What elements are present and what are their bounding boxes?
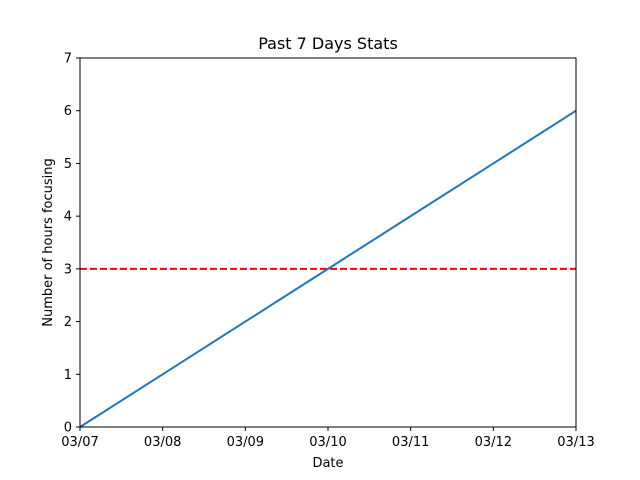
y-tick-label: 5: [64, 157, 72, 172]
y-axis: 0 1 2 3 4 5 6 7: [64, 52, 80, 436]
x-axis: 03/07 03/08 03/09 03/10 03/11 03/12 03/13: [61, 427, 595, 450]
y-tick-label: 0: [64, 421, 72, 436]
x-tick-label: 03/13: [557, 435, 594, 450]
y-tick-label: 7: [64, 52, 72, 67]
x-tick-label: 03/12: [475, 435, 512, 450]
y-axis-label: Number of hours focusing: [41, 158, 56, 327]
x-tick-label: 03/09: [227, 435, 264, 450]
y-tick-label: 6: [64, 104, 72, 119]
series-line: [79, 109, 577, 428]
x-tick-label: 03/08: [144, 435, 181, 450]
y-tick-label: 1: [64, 368, 72, 383]
y-tick-label: 3: [64, 262, 72, 277]
x-tick-label: 03/11: [392, 435, 429, 450]
y-tick-label: 2: [64, 315, 72, 330]
x-tick-label: 03/07: [61, 435, 98, 450]
x-tick-label: 03/10: [309, 435, 346, 450]
y-tick-label: 4: [64, 210, 72, 225]
x-axis-label: Date: [312, 456, 343, 471]
chart-title: Past 7 Days Stats: [258, 34, 398, 53]
plot-content: [79, 109, 577, 428]
